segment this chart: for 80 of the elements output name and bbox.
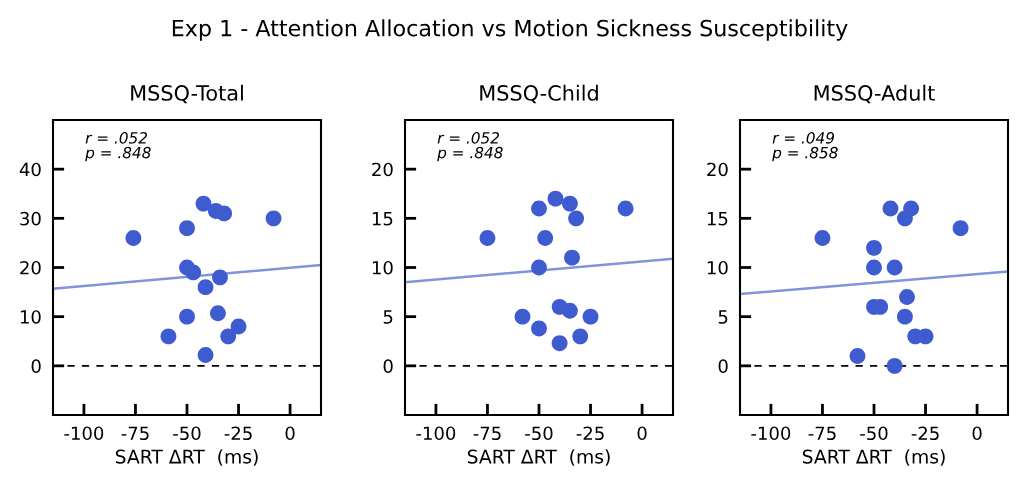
point <box>882 200 899 217</box>
y-tick-label: 30 <box>20 211 41 226</box>
x-tick-label: -25 <box>224 426 252 441</box>
y-tick-label: 0 <box>718 359 728 373</box>
text: Exp 1 - Attention Allocation vs Motion Sickness Susceptibility <box>172 19 848 41</box>
point <box>849 348 866 364</box>
x-axis-title: SART ΔRT (ms) <box>802 449 945 466</box>
x-tick-label: 0 <box>972 426 982 441</box>
x-tick-label: -100 <box>64 426 104 441</box>
point <box>197 279 214 296</box>
point <box>212 269 228 286</box>
point <box>531 259 547 276</box>
chart-subtitle: MSSQ-Child <box>480 84 598 104</box>
x-tick-label: -50 <box>525 426 553 441</box>
x-tick-label: -25 <box>576 426 604 441</box>
point <box>886 259 903 276</box>
point <box>564 249 580 266</box>
point <box>814 230 831 246</box>
y-tick-label: 20 <box>20 260 41 275</box>
annotation: r = .049 p = .858 <box>772 132 838 162</box>
y-tick-label: 10 <box>20 310 41 324</box>
x-tick-label: -50 <box>860 426 888 441</box>
point <box>179 308 195 325</box>
y-tick-label: 20 <box>372 162 393 177</box>
point <box>897 308 913 325</box>
point <box>952 220 969 237</box>
point <box>568 210 585 227</box>
point <box>551 335 568 352</box>
x-axis-title: SART ΔRT (ms) <box>467 449 610 466</box>
annotation: r = .052 p = .848 <box>437 132 503 162</box>
point <box>210 305 226 322</box>
point <box>531 320 547 337</box>
y-tick-label: 0 <box>383 359 393 373</box>
point <box>582 308 599 325</box>
point <box>197 347 214 363</box>
x-tick-label: 0 <box>285 426 295 441</box>
point <box>514 308 531 325</box>
x-tick-label: 0 <box>637 426 647 441</box>
annotation: r = .052 p = .848 <box>85 132 151 162</box>
point <box>216 205 233 222</box>
point <box>562 302 578 319</box>
point <box>179 220 195 237</box>
y-tick-label: 10 <box>372 260 393 275</box>
y-tick-label: 10 <box>707 260 728 275</box>
chart-subtitle: MSSQ-Adult <box>814 84 935 104</box>
point <box>866 239 882 256</box>
point <box>897 210 913 227</box>
x-tick-label: -75 <box>121 426 149 441</box>
chart-subtitle: MSSQ-Total <box>131 84 243 104</box>
point <box>617 200 634 217</box>
point <box>185 264 202 281</box>
y-tick-label: 20 <box>707 162 728 177</box>
point <box>866 259 882 276</box>
x-tick-label: -75 <box>808 426 836 441</box>
point <box>125 230 142 246</box>
point <box>899 289 915 305</box>
point <box>572 328 589 345</box>
point <box>265 210 282 227</box>
point <box>531 200 547 217</box>
y-tick-label: 5 <box>718 310 728 324</box>
x-axis-title: SART ΔRT (ms) <box>115 449 258 466</box>
point <box>220 328 237 345</box>
point <box>537 230 554 246</box>
x-tick-label: -25 <box>911 426 939 441</box>
point <box>562 195 578 212</box>
y-tick-label: 15 <box>372 212 393 226</box>
point <box>230 318 247 335</box>
y-tick-label: 5 <box>383 310 393 324</box>
y-tick-label: 0 <box>31 359 41 373</box>
y-tick-label: 40 <box>19 162 41 177</box>
x-tick-label: -100 <box>416 426 456 441</box>
point <box>479 230 496 246</box>
x-tick-label: -100 <box>751 426 791 441</box>
x-tick-label: -50 <box>173 426 201 441</box>
point <box>195 195 212 212</box>
point <box>547 190 564 207</box>
point <box>886 357 903 374</box>
point <box>160 328 177 345</box>
y-tick-label: 15 <box>707 212 728 226</box>
x-tick-label: -75 <box>473 426 501 441</box>
